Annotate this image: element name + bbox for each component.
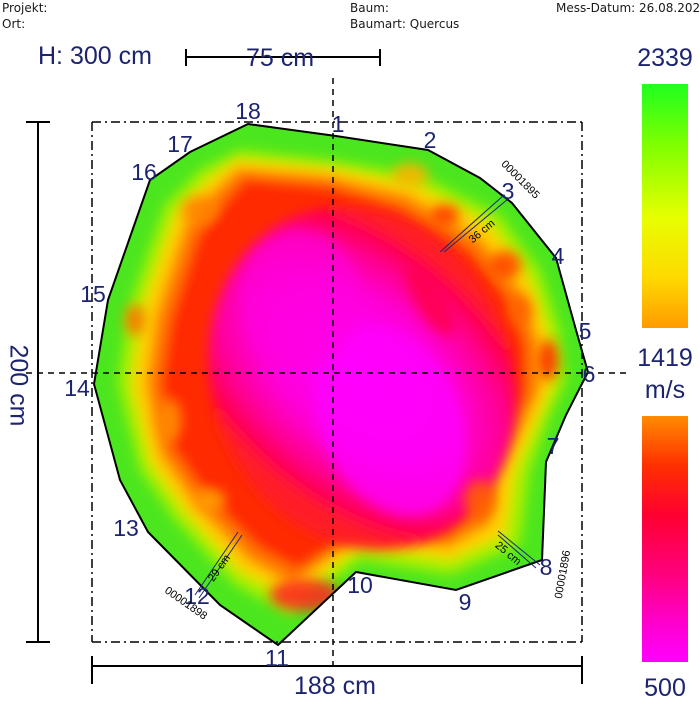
scale-mid-label: 1419 (637, 344, 693, 372)
sensor-label-3: 3 (502, 178, 515, 204)
sensor-label-1: 1 (332, 111, 345, 137)
measurement-frame (91, 121, 583, 643)
species-value: Quercus (409, 17, 460, 31)
sensor-label-14: 14 (64, 375, 90, 401)
sensor-label-17: 17 (167, 131, 193, 157)
sensor-label-10: 10 (347, 572, 373, 598)
sensor-label-11: 11 (265, 645, 289, 671)
crack-lines (194, 194, 541, 599)
scale-unit-label: m/s (644, 376, 686, 404)
scale-min-label: 500 (644, 674, 686, 702)
project-label: Projekt: (2, 1, 48, 15)
sensor-label-5: 5 (579, 318, 592, 344)
location-label: Ort: (2, 17, 26, 31)
sensor-label-2: 2 (424, 127, 437, 153)
measurement-height: H: 300 cm (38, 42, 152, 70)
sensor-label-18: 18 (235, 98, 261, 124)
sensor-label-4: 4 (552, 243, 565, 269)
sensor-label-6: 6 (583, 361, 596, 387)
color-scale-lower (642, 416, 688, 662)
scale-max-label: 2339 (637, 44, 693, 72)
width-dimension (91, 656, 583, 684)
measurement-date: Mess-Datum: 26.08.2021 (556, 1, 700, 15)
sensor-label-16: 16 (131, 159, 157, 185)
sensor-label-13: 13 (113, 515, 139, 541)
measurement-date-value: 26.08.2021 (639, 1, 700, 15)
sensor-id-00001896: 00001896 (553, 549, 573, 599)
sensor-label-15: 15 (80, 281, 106, 307)
velocity-heatmap (94, 124, 588, 645)
sensor-label-8: 8 (540, 554, 553, 580)
tree-label: Baum: (350, 1, 389, 15)
sensor-label-9: 9 (459, 589, 472, 615)
scale-bar (185, 49, 381, 66)
stem-outline (92, 122, 590, 647)
center-crosshair (26, 78, 630, 668)
sensor-label-7: 7 (547, 433, 560, 459)
height-dimension (26, 121, 50, 643)
scale-bar-label: 75 cm (246, 44, 315, 72)
height-label: 200 cm (4, 344, 33, 427)
species-label: Baumart: Quercus (350, 17, 460, 31)
width-label: 188 cm (294, 672, 376, 700)
sensor-label-12: 12 (184, 583, 210, 609)
color-scale-upper (642, 84, 688, 328)
